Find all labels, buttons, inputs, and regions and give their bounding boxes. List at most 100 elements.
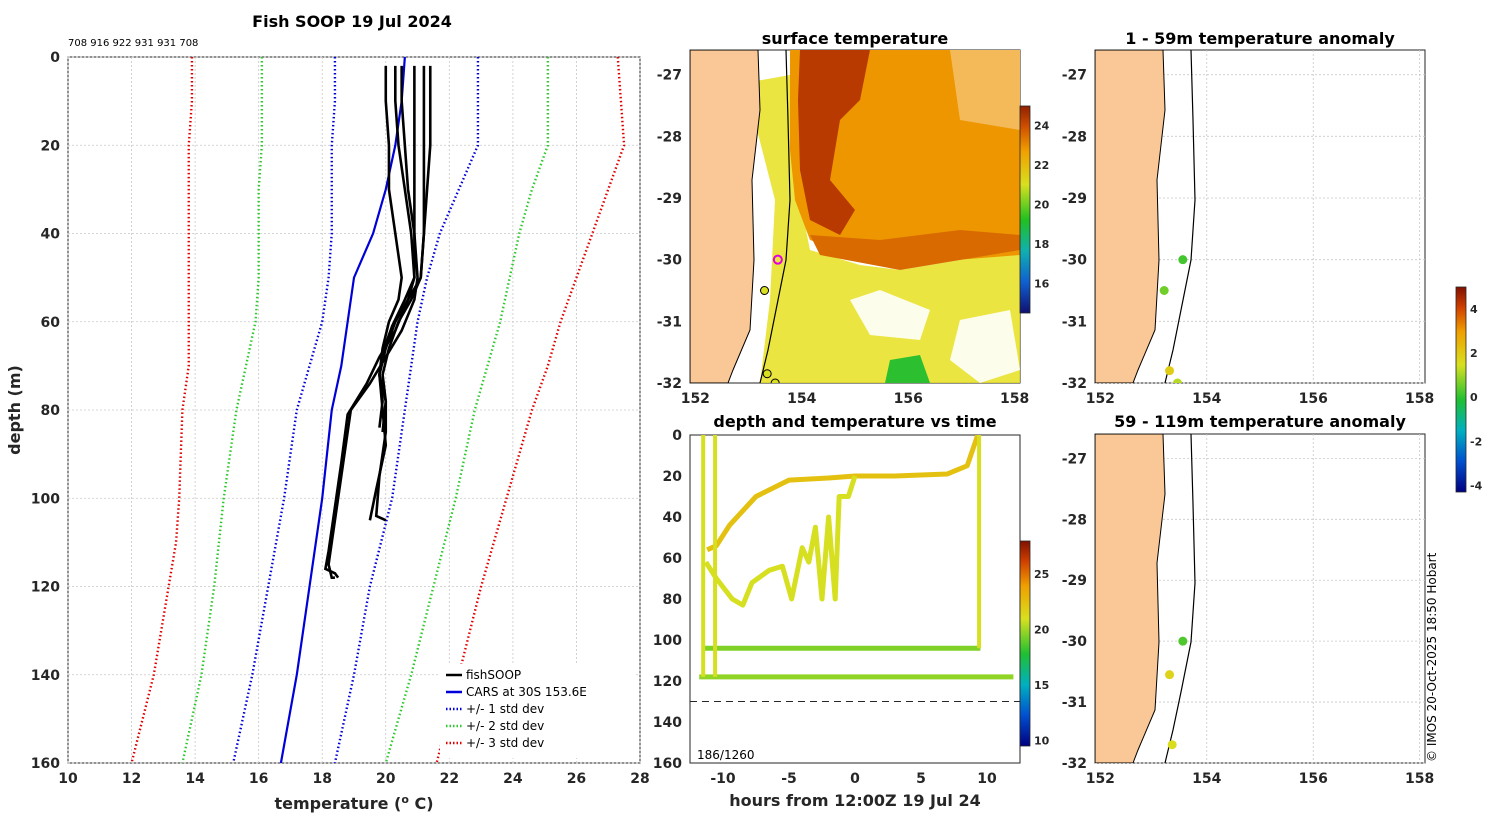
- profile-series-line: [279, 57, 406, 763]
- map-x-tick-label: 154: [1192, 391, 1221, 407]
- anomaly-point: [1178, 255, 1188, 265]
- sst-markers: [760, 254, 783, 383]
- sst-cloud-gap-3: [950, 50, 1020, 130]
- anomaly-colorbar-tick-label: 4: [1470, 303, 1478, 316]
- sst-current-core: [798, 50, 870, 235]
- depth-time-axes: [689, 434, 1021, 764]
- sst-colorbar-ticks: 16 18 20 22 24: [1034, 120, 1050, 291]
- sst-colorbar-tick-label: 16: [1034, 277, 1050, 290]
- map-y-tick-label: -30: [1062, 634, 1088, 650]
- anomaly-shallow-panel: 152 154 156 158 -27 -28 -29 -30 -31 -32 1 - 59m t…: [1062, 29, 1435, 407]
- depth-time-x-tick-label: 5: [916, 771, 926, 787]
- profile-x-tick-label: 24: [503, 771, 523, 787]
- map-x-tick-label: 152: [1086, 391, 1115, 407]
- profile-y-tick-label: 100: [31, 491, 60, 507]
- sst-colorbar-tick-label: 20: [1034, 199, 1050, 212]
- sst-colorbar-tick-label: 18: [1034, 238, 1049, 251]
- anomaly-shallow-ticks: 152 154 156 158 -27 -28 -29 -30 -31 -32: [1062, 68, 1435, 407]
- map-x-tick-label: 152: [1086, 771, 1115, 787]
- profile-y-tick-label: 140: [31, 668, 60, 684]
- depth-time-y-tick-label: 160: [653, 756, 682, 772]
- profile-y-tick-label: 60: [41, 315, 61, 331]
- anomaly-deep-ticks: 152 154 156 158 -27 -28 -29 -30 -31 -32: [1062, 451, 1435, 787]
- anomaly-deep-title: 59 - 119m temperature anomaly: [1114, 412, 1406, 431]
- map-y-tick-label: -31: [657, 314, 682, 330]
- sst-front: [810, 230, 1020, 270]
- depth-time-colorbar-tick-label: 25: [1034, 568, 1049, 581]
- profile-series-line: [384, 57, 550, 763]
- profile-x-tick-label: 16: [249, 771, 268, 787]
- map-y-tick-label: -27: [1062, 451, 1087, 467]
- profile-y-tick-label: 160: [31, 756, 60, 772]
- anomaly-colorbar-tick-label: 2: [1470, 347, 1478, 360]
- anomaly-colorbar: [1455, 286, 1467, 493]
- depth-time-track: [706, 435, 981, 553]
- map-y-tick-label: -30: [657, 253, 683, 269]
- anomaly-colorbar-tick-label: -4: [1470, 479, 1483, 492]
- anomaly-point: [1167, 740, 1177, 750]
- legend-box: [440, 664, 636, 758]
- sst-isobath: [759, 50, 791, 383]
- anomaly-point: [1159, 286, 1169, 295]
- map-x-tick-label: 154: [787, 391, 816, 407]
- profile-subtitle: 708 916 922 931 931 708: [68, 38, 198, 49]
- profile-x-tick-label: 14: [185, 771, 205, 787]
- depth-time-y-tick-label: 60: [663, 551, 683, 567]
- depth-time-y-tick-label: 40: [663, 510, 683, 526]
- map-x-tick-label: 158: [1000, 391, 1029, 407]
- sst-warm-edge: [745, 75, 1020, 383]
- profile-y-tick-label: 40: [41, 227, 61, 243]
- anomaly-shallow-title: 1 - 59m temperature anomaly: [1125, 29, 1395, 48]
- sst-station-marker: [770, 378, 780, 383]
- sst-field: [690, 50, 1020, 383]
- map-y-tick-label: -28: [1062, 129, 1087, 145]
- profile-x-tick-label: 28: [630, 771, 649, 787]
- profile-x-tick-label: 20: [376, 771, 396, 787]
- depth-time-track: [703, 475, 858, 608]
- depth-time-colorbar-ticks: 10 15 20 25: [1034, 568, 1050, 747]
- anomaly-colorbar-tick-label: 0: [1470, 391, 1478, 404]
- profile-ylabel: depth (m): [5, 365, 24, 455]
- sst-colorbar-tick-label: 22: [1034, 159, 1049, 172]
- anomaly-colorbar-ticks: -4 -2 0 2 4: [1470, 303, 1483, 492]
- anomaly-deep-points: [1165, 636, 1188, 750]
- map-x-tick-label: 156: [1299, 771, 1328, 787]
- sst-station-marker: [772, 254, 783, 265]
- profile-xlabel: temperature (o C): [274, 793, 433, 813]
- profile-series-line: [323, 65, 416, 579]
- anomaly-point: [1178, 636, 1188, 646]
- anomaly-point: [1165, 670, 1175, 680]
- map-y-tick-label: -28: [1062, 512, 1087, 528]
- map-x-tick-label: 158: [1405, 771, 1434, 787]
- depth-time-y-tick-label: 120: [653, 674, 682, 690]
- profile-series-line: [435, 57, 626, 763]
- sst-station-marker: [762, 369, 772, 379]
- sst-colorbar-tick-label: 24: [1034, 120, 1050, 133]
- profile-x-tick-label: 10: [58, 771, 78, 787]
- profile-series-line: [333, 57, 480, 763]
- profile-title: Fish SOOP 19 Jul 2024: [252, 12, 452, 31]
- anomaly-deep-panel: 152 154 156 158 -27 -28 -29 -30 -31 -32 59 - 119m…: [1062, 286, 1483, 787]
- anomaly-shallow-isobath: [1164, 50, 1196, 383]
- sst-station-marker: [760, 286, 770, 295]
- sst-ticks: 152 154 156 158 -27 -28 -29 -30 -31 -32: [657, 68, 1030, 407]
- profile-x-tick-label: 26: [567, 771, 586, 787]
- profile-y-tick-label: 80: [41, 403, 61, 419]
- profile-series: [130, 57, 626, 763]
- map-y-tick-label: -29: [1062, 191, 1087, 207]
- depth-time-colorbar-tick-label: 10: [1034, 734, 1050, 747]
- anomaly-shallow-points: [1159, 255, 1188, 383]
- map-y-tick-label: -27: [657, 68, 682, 84]
- depth-time-y-tick-label: 80: [663, 592, 683, 608]
- depth-time-colorbar-tick-label: 15: [1034, 679, 1049, 692]
- map-y-tick-label: -32: [657, 376, 682, 392]
- profile-series-line: [130, 57, 194, 763]
- profile-panel: 10 12 14 16 18 20 22 24 26 28 0 20 40 60 80 100 120 140 16…: [5, 12, 650, 813]
- map-y-tick-label: -30: [1062, 253, 1088, 269]
- depth-time-colorbar-tick-label: 20: [1034, 624, 1050, 637]
- depth-time-y-tick-label: 100: [653, 633, 682, 649]
- depth-time-title: depth and temperature vs time: [713, 412, 996, 431]
- profile-legend: fishSOOP CARS at 30S 153.6E +/- 1 std de…: [440, 664, 636, 758]
- depth-time-x-tick-label: -5: [781, 771, 797, 787]
